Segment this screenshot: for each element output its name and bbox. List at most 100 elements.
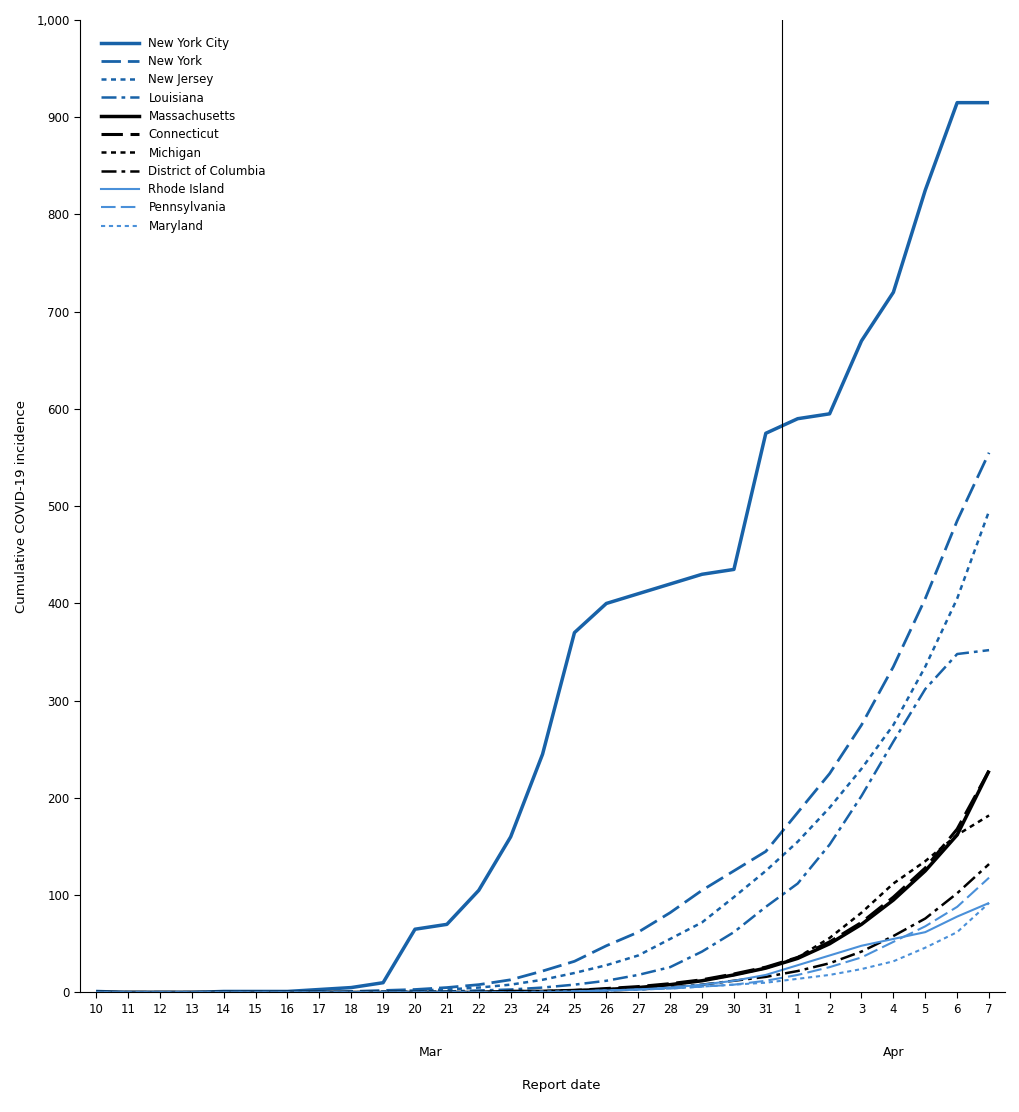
Rhode Island — [855, 939, 867, 952]
Line: New York: New York — [96, 453, 988, 992]
New Jersey — [281, 985, 293, 999]
Michigan — [632, 981, 644, 994]
Maryland — [472, 985, 484, 999]
Michigan — [472, 985, 484, 999]
Massachusetts — [217, 985, 229, 999]
District of Columbia — [568, 985, 580, 999]
New Jersey — [855, 762, 867, 775]
District of Columbia — [250, 985, 262, 999]
Maryland — [855, 962, 867, 975]
New Jersey — [472, 981, 484, 994]
Rhode Island — [185, 985, 198, 999]
Connecticut — [281, 985, 293, 999]
Maryland — [377, 985, 389, 999]
Louisiana — [281, 985, 293, 999]
Maryland — [568, 985, 580, 999]
Rhode Island — [121, 985, 133, 999]
Rhode Island — [599, 984, 611, 997]
New Jersey — [377, 985, 389, 999]
Pennsylvania — [728, 977, 740, 991]
District of Columbia — [121, 985, 133, 999]
New York — [918, 592, 930, 605]
Pennsylvania — [409, 985, 421, 999]
Rhode Island — [728, 974, 740, 987]
New York — [536, 964, 548, 977]
Louisiana — [791, 877, 803, 891]
New Jersey — [344, 985, 357, 999]
New Jersey — [536, 973, 548, 986]
Maryland — [822, 969, 835, 982]
Connecticut — [217, 985, 229, 999]
New York — [217, 985, 229, 999]
Pennsylvania — [663, 982, 676, 995]
Massachusetts — [250, 985, 262, 999]
District of Columbia — [632, 983, 644, 996]
Massachusetts — [632, 981, 644, 994]
Maryland — [121, 985, 133, 999]
Line: Michigan: Michigan — [96, 815, 988, 992]
Rhode Island — [472, 985, 484, 999]
Y-axis label: Cumulative COVID-19 incidence: Cumulative COVID-19 incidence — [15, 399, 28, 613]
Massachusetts — [855, 917, 867, 931]
Maryland — [950, 925, 962, 939]
Massachusetts — [536, 985, 548, 999]
Massachusetts — [472, 985, 484, 999]
New York City — [918, 183, 930, 197]
Rhode Island — [663, 981, 676, 994]
Louisiana — [472, 984, 484, 997]
New York — [950, 514, 962, 527]
New Jersey — [504, 977, 517, 991]
Massachusetts — [695, 974, 707, 987]
Michigan — [982, 808, 995, 822]
New Jersey — [728, 891, 740, 904]
New Jersey — [185, 985, 198, 999]
Maryland — [154, 985, 166, 999]
New York City — [791, 413, 803, 426]
Line: New Jersey: New Jersey — [96, 512, 988, 992]
Michigan — [599, 983, 611, 996]
Pennsylvania — [185, 985, 198, 999]
Massachusetts — [121, 985, 133, 999]
Line: New York City: New York City — [96, 102, 988, 992]
Michigan — [121, 985, 133, 999]
District of Columbia — [409, 985, 421, 999]
Louisiana — [695, 945, 707, 959]
Michigan — [855, 906, 867, 920]
Massachusetts — [409, 985, 421, 999]
Massachusetts — [568, 984, 580, 997]
Massachusetts — [313, 985, 325, 999]
Maryland — [440, 985, 452, 999]
Pennsylvania — [313, 985, 325, 999]
Pennsylvania — [791, 969, 803, 982]
Rhode Island — [377, 985, 389, 999]
Connecticut — [822, 935, 835, 949]
Michigan — [377, 985, 389, 999]
New York — [504, 973, 517, 986]
New Jersey — [759, 864, 771, 877]
New York — [568, 954, 580, 967]
Michigan — [695, 974, 707, 987]
Massachusetts — [887, 893, 899, 906]
New York City — [568, 626, 580, 639]
New Jersey — [822, 801, 835, 814]
District of Columbia — [217, 985, 229, 999]
Pennsylvania — [90, 985, 102, 999]
Michigan — [504, 985, 517, 999]
New York — [344, 985, 357, 999]
District of Columbia — [887, 930, 899, 943]
Connecticut — [950, 823, 962, 836]
Connecticut — [632, 980, 644, 993]
District of Columbia — [313, 985, 325, 999]
Rhode Island — [250, 985, 262, 999]
New York City — [472, 884, 484, 897]
District of Columbia — [281, 985, 293, 999]
Rhode Island — [950, 910, 962, 923]
Pennsylvania — [121, 985, 133, 999]
Rhode Island — [822, 949, 835, 962]
Louisiana — [440, 985, 452, 999]
Connecticut — [663, 977, 676, 991]
Louisiana — [250, 985, 262, 999]
Maryland — [90, 985, 102, 999]
Louisiana — [918, 683, 930, 696]
Rhode Island — [759, 969, 771, 982]
